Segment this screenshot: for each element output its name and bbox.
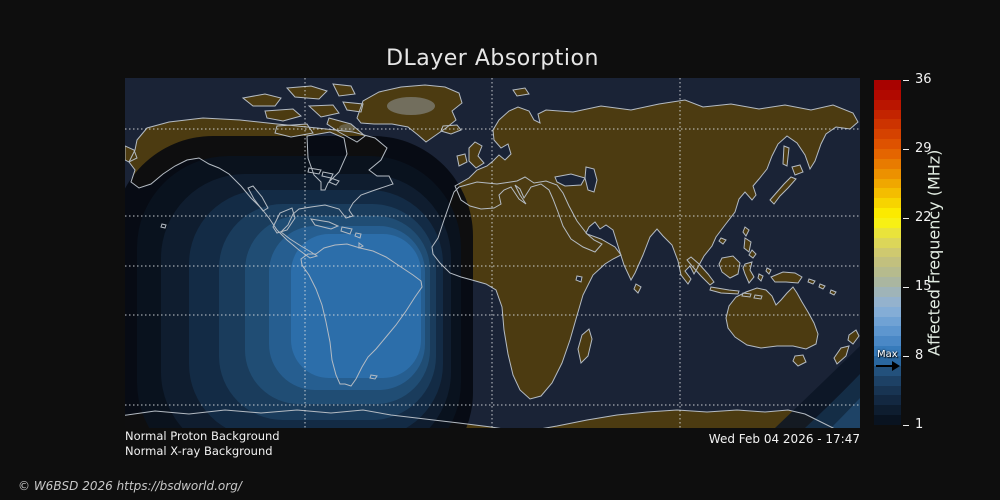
colorbar-max-marker-label: Max — [877, 349, 898, 360]
colorbar-segment — [874, 218, 901, 229]
colorbar-segment — [874, 375, 901, 387]
colorbar-segment — [874, 415, 901, 426]
colorbar-segment — [874, 237, 901, 249]
colorbar-tick-label: 1 — [915, 417, 924, 432]
colorbar-gradient — [874, 80, 901, 426]
colorbar-segment — [874, 149, 901, 160]
colorbar-segment — [874, 208, 901, 219]
colorbar-segment — [874, 139, 901, 150]
colorbar-segment — [874, 109, 901, 120]
colorbar-segment — [874, 395, 901, 406]
colorbar-tick-label: 36 — [915, 72, 932, 87]
colorbar-tick-label: 29 — [915, 141, 932, 156]
page-title: DLayer Absorption — [386, 46, 599, 71]
colorbar-tick-mark — [903, 424, 909, 426]
proton-background-status: Normal Proton Background — [125, 429, 280, 443]
colorbar-segment — [874, 89, 901, 101]
colorbar-segment — [874, 277, 901, 288]
copyright-notice: © W6BSD 2026 https://bsdworld.org/ — [18, 479, 242, 493]
colorbar-segment — [874, 119, 901, 130]
colorbar-segment — [874, 365, 901, 377]
colorbar-segment — [874, 296, 901, 308]
colorbar-segment — [874, 80, 901, 91]
colorbar-tick-mark — [903, 286, 909, 288]
colorbar-segment — [874, 198, 901, 209]
absorption-contour-bands — [125, 136, 860, 428]
absorption-band — [291, 234, 421, 378]
map-svg — [125, 78, 860, 428]
colorbar-tick-label: 15 — [915, 279, 932, 294]
world-absorption-map — [125, 78, 860, 428]
colorbar-tick-mark — [903, 79, 909, 81]
colorbar-tick-mark — [903, 355, 909, 357]
colorbar-segment — [874, 336, 901, 347]
colorbar-segment — [874, 227, 901, 239]
colorbar-segment — [874, 326, 901, 337]
colorbar-segment — [874, 306, 901, 318]
greenland-ice — [387, 97, 435, 115]
colorbar-segment — [874, 129, 901, 140]
colorbar-segment — [874, 158, 901, 170]
max-arrow-icon — [876, 365, 893, 367]
colorbar-segment — [874, 257, 901, 268]
colorbar-segment — [874, 356, 901, 367]
colorbar-segment — [874, 178, 901, 189]
baffin-ice — [339, 124, 355, 132]
colorbar-tick-label: 22 — [915, 210, 932, 225]
colorbar-segment — [874, 316, 901, 327]
map-timestamp: Wed Feb 04 2026 - 17:47 — [708, 432, 860, 446]
colorbar-segment — [874, 99, 901, 111]
colorbar-segment — [874, 385, 901, 396]
colorbar-segment — [874, 247, 901, 258]
xray-background-status: Normal X-ray Background — [125, 444, 273, 458]
absorption-band-wrap — [831, 398, 860, 428]
colorbar-tick-label: 8 — [915, 348, 924, 363]
graticule — [125, 78, 860, 428]
colorbar: 36 29 22 15 8 1 Max — [874, 73, 1000, 432]
colorbar-segment — [874, 405, 901, 416]
colorbar-tick-mark — [903, 217, 909, 219]
colorbar-axis-label: Affected Frequency (MHz) — [924, 149, 944, 356]
colorbar-tick-mark — [903, 148, 909, 150]
colorbar-segment — [874, 346, 901, 357]
colorbar-segment — [874, 188, 901, 199]
colorbar-segment — [874, 267, 901, 278]
colorbar-segment — [874, 168, 901, 180]
colorbar-segment — [874, 287, 901, 298]
max-arrowhead-icon — [892, 361, 900, 371]
